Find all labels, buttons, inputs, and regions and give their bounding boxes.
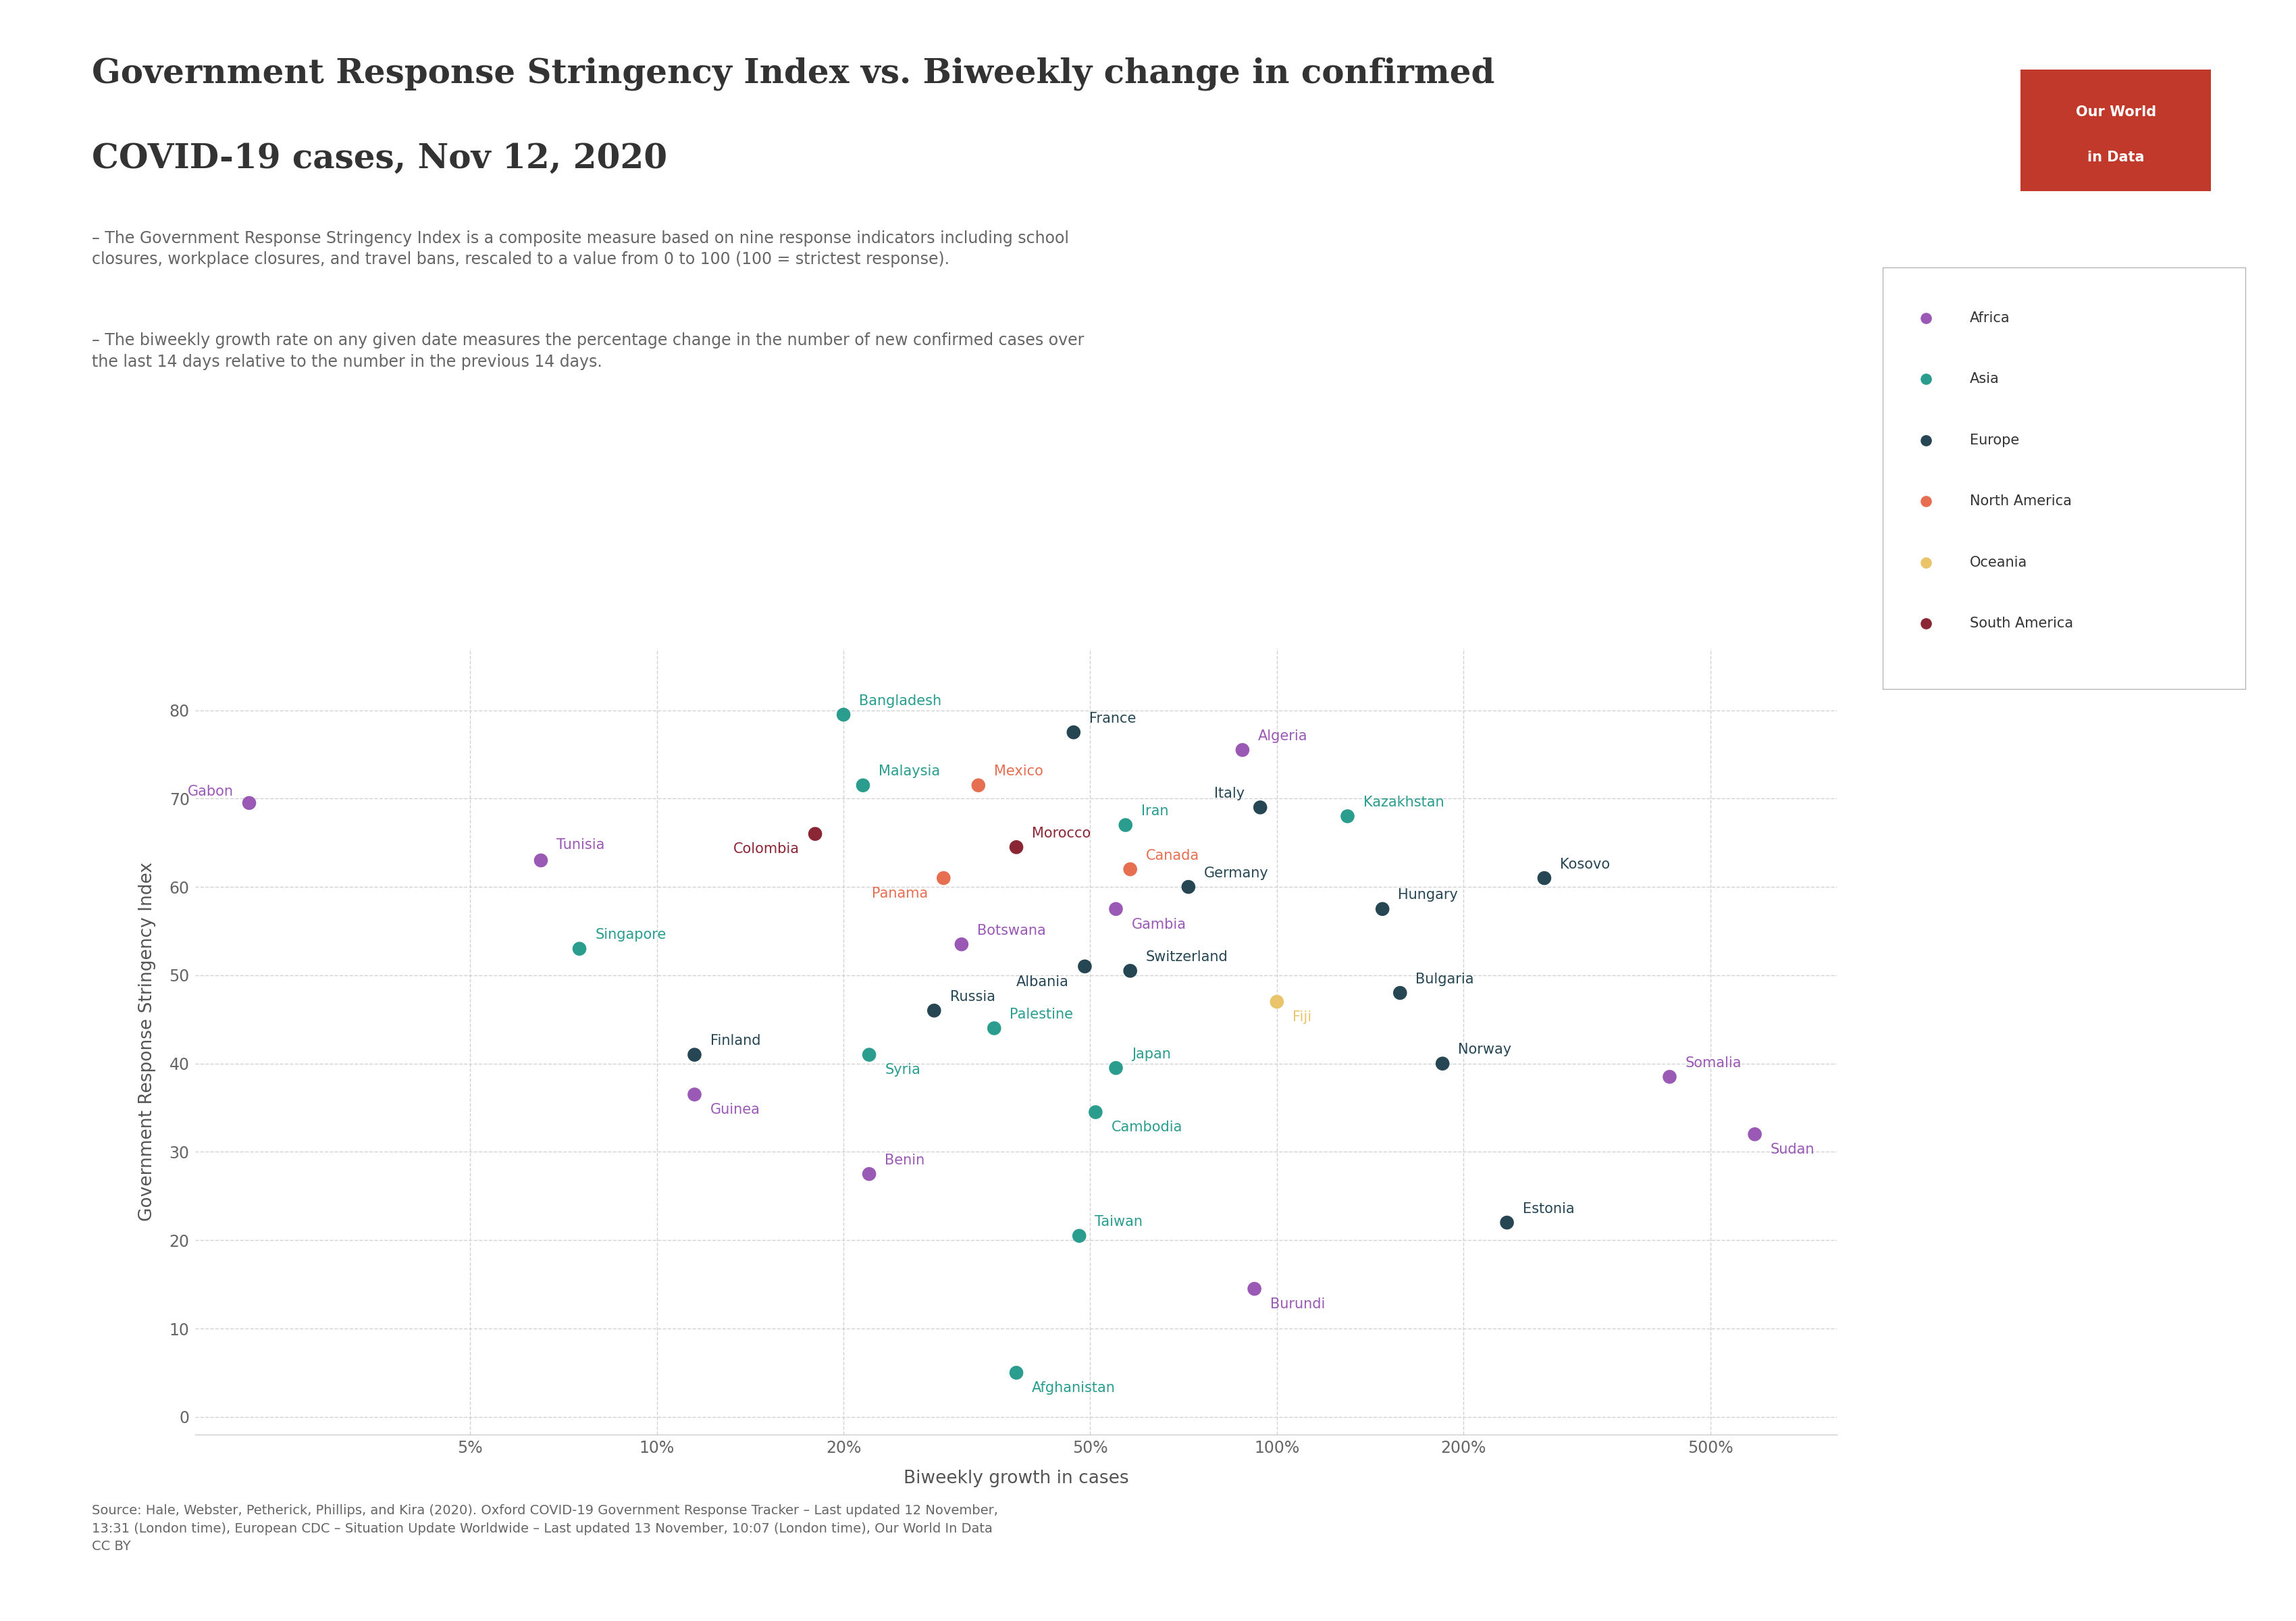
Point [523,848,560,874]
Text: Bangladesh: Bangladesh [859,694,941,708]
Text: Oceania: Oceania [1970,556,2027,569]
Text: Germany: Germany [1203,866,1270,880]
Point [1364,896,1401,922]
Point [675,1042,712,1068]
Text: Morocco: Morocco [1031,827,1091,840]
Point [1651,1063,1688,1089]
Text: Source: Hale, Webster, Petherick, Phillips, and Kira (2020). Oxford COVID-19 Gov: Source: Hale, Webster, Petherick, Philli… [92,1504,999,1553]
Text: Bulgaria: Bulgaria [1417,973,1474,986]
Text: Hungary: Hungary [1398,888,1458,901]
Point [845,772,882,798]
Point [1258,989,1295,1015]
Text: Cambodia: Cambodia [1111,1120,1182,1135]
Point [1065,953,1102,979]
Point [976,1015,1013,1041]
Point [1107,812,1143,838]
Point [1908,488,1945,514]
Text: Palestine: Palestine [1010,1008,1072,1021]
Text: Japan: Japan [1132,1047,1171,1060]
Text: South America: South America [1970,618,2073,631]
Text: Sudan: Sudan [1770,1143,1814,1156]
Text: Algeria: Algeria [1258,729,1309,742]
Text: Estonia: Estonia [1522,1203,1575,1216]
Point [999,1360,1035,1386]
Point [1077,1099,1114,1125]
Text: – The Government Response Stringency Index is a composite measure based on nine : – The Government Response Stringency Ind… [92,230,1070,267]
Text: in Data: in Data [2087,151,2144,164]
Text: Kazakhstan: Kazakhstan [1364,796,1444,809]
Point [797,820,833,846]
Text: Panama: Panama [872,887,928,900]
Point [1061,1222,1097,1248]
Point [944,932,980,958]
Text: Finland: Finland [709,1034,760,1047]
X-axis label: Biweekly growth in cases: Biweekly growth in cases [902,1470,1130,1486]
Text: Canada: Canada [1146,849,1199,862]
Text: Somalia: Somalia [1685,1057,1743,1070]
Text: Iran: Iran [1141,804,1169,819]
Text: Albania: Albania [1017,974,1070,989]
Text: Government Response Stringency Index vs. Biweekly change in confirmed: Government Response Stringency Index vs.… [92,57,1495,91]
Point [1329,804,1366,830]
Point [1097,1055,1134,1081]
Text: Africa: Africa [1970,311,2009,324]
Point [852,1161,889,1187]
Point [925,866,962,892]
Text: Gambia: Gambia [1132,917,1187,930]
Text: Norway: Norway [1458,1042,1511,1057]
Point [560,935,597,961]
Text: COVID-19 cases, Nov 12, 2020: COVID-19 cases, Nov 12, 2020 [92,143,668,175]
Text: Asia: Asia [1970,373,2000,386]
Text: Afghanistan: Afghanistan [1031,1381,1116,1394]
Point [960,772,996,798]
Point [1242,794,1279,820]
Point [1382,981,1419,1007]
Text: Italy: Italy [1215,786,1244,801]
Y-axis label: Government Response Stringency Index: Government Response Stringency Index [138,862,156,1221]
Point [1908,305,1945,331]
Point [1056,720,1093,746]
Text: Tunisia: Tunisia [556,838,604,851]
Point [1908,550,1945,575]
Text: Switzerland: Switzerland [1146,950,1228,964]
Text: Singapore: Singapore [595,929,666,942]
Point [1736,1122,1773,1148]
Point [1527,866,1564,892]
Point [232,789,269,815]
Text: Burundi: Burundi [1270,1297,1325,1311]
Text: Russia: Russia [951,990,994,1003]
Point [852,1042,889,1068]
Point [1908,611,1945,637]
Point [916,997,953,1023]
Text: Botswana: Botswana [978,924,1047,937]
Point [1111,958,1148,984]
Point [999,835,1035,861]
Text: Our World: Our World [2076,105,2156,118]
Text: – The biweekly growth rate on any given date measures the percentage change in t: – The biweekly growth rate on any given … [92,332,1084,370]
Point [1171,874,1208,900]
Text: Malaysia: Malaysia [879,765,941,778]
Text: North America: North America [1970,494,2071,507]
Text: France: France [1088,712,1137,725]
Point [1488,1209,1525,1235]
Text: Benin: Benin [884,1154,925,1167]
Point [1235,1276,1272,1302]
Text: Syria: Syria [884,1063,921,1076]
Text: Colombia: Colombia [732,843,799,856]
Point [824,702,861,728]
Text: Gabon: Gabon [188,785,234,799]
Text: Europe: Europe [1970,433,2018,447]
Point [1097,896,1134,922]
Text: Kosovo: Kosovo [1559,858,1609,870]
Point [1908,428,1945,454]
Text: Guinea: Guinea [709,1102,760,1117]
Point [1111,856,1148,882]
Text: Mexico: Mexico [994,765,1042,778]
Point [1224,738,1261,763]
Point [1908,366,1945,392]
Point [1424,1050,1460,1076]
Text: Taiwan: Taiwan [1095,1216,1143,1229]
Point [675,1081,712,1107]
Text: Fiji: Fiji [1293,1010,1311,1024]
